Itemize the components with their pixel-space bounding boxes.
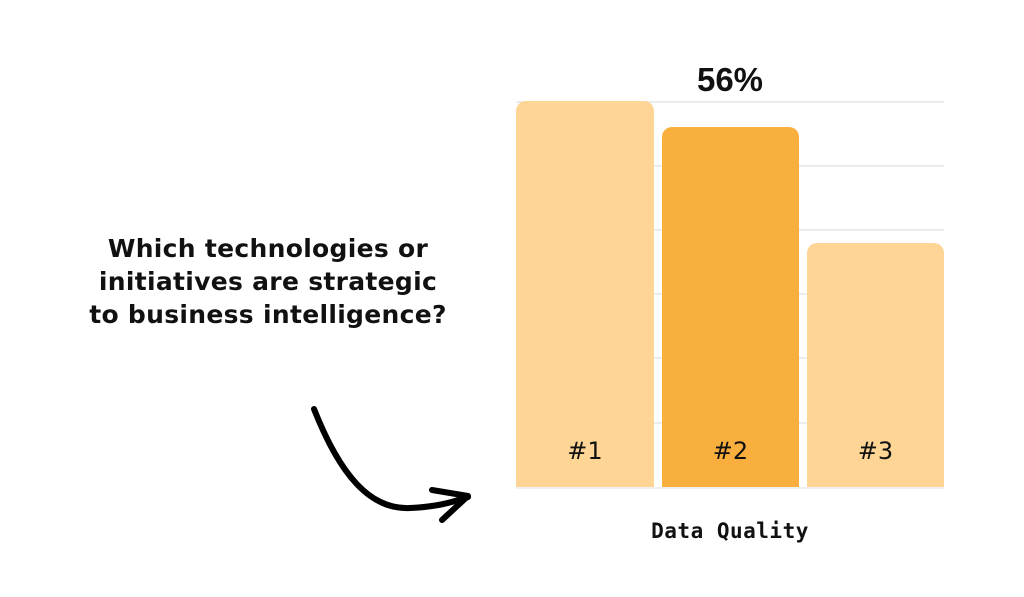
question-text: Which technologies or initiatives are st… [58,232,478,331]
chart-baseline [516,487,944,489]
gridline [516,101,944,103]
question-line-3: to business intelligence? [89,300,447,329]
bar-3: #3 [807,243,944,487]
chart-headline-value: 56% [696,61,764,98]
question-line-1: Which technologies or [107,234,429,263]
bar-label-3: #3 [857,437,894,465]
bar-2-highlighted: #2 [662,127,799,487]
question-line-2: initiatives are strategic [98,267,438,296]
x-axis-label: Data Quality [651,519,809,543]
curved-arrow-icon [311,406,471,523]
bar-chart: 56% #1 #2 #3 [516,60,944,490]
bar-1: #1 [516,101,654,487]
bar-label-2: #2 [712,437,749,465]
bar-label-1: #1 [567,437,603,465]
